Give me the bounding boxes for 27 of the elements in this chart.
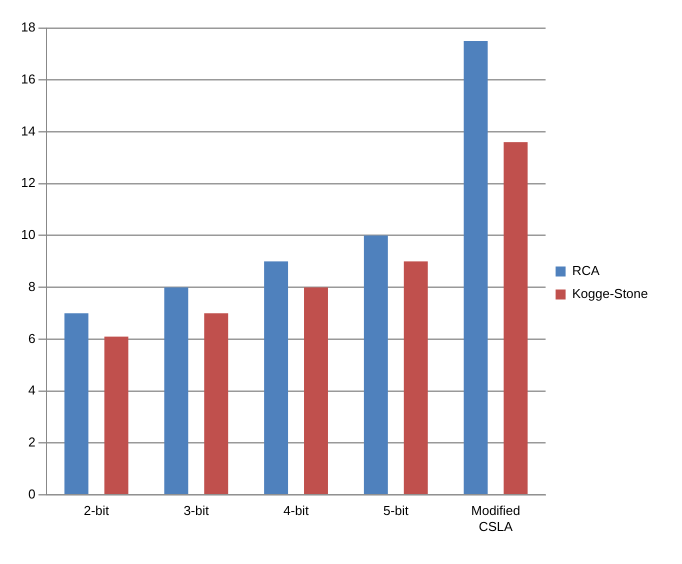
- y-tick-label: 6: [28, 330, 36, 346]
- bar: [204, 313, 228, 494]
- bar: [104, 336, 128, 494]
- bar: [64, 313, 88, 494]
- x-tick-label: Modified CSLA: [471, 503, 520, 534]
- y-tick-label: 12: [20, 175, 36, 190]
- legend-label: RCA: [572, 263, 600, 278]
- y-tick-label: 8: [28, 278, 36, 294]
- bar: [404, 261, 428, 494]
- x-tick-label: 3-bit: [184, 503, 210, 518]
- y-tick-label: 2: [28, 434, 36, 450]
- bar: [164, 287, 188, 494]
- y-tick-label: 0: [28, 486, 36, 502]
- bar: [364, 235, 388, 494]
- y-tick-label: 18: [20, 20, 36, 35]
- y-tick-label: 4: [28, 382, 36, 398]
- bar: [504, 142, 528, 494]
- x-tick-label: 2-bit: [84, 503, 110, 518]
- x-tick-label: 4-bit: [283, 503, 310, 518]
- x-tick-label: 5-bit: [383, 503, 409, 518]
- y-tick-label: 10: [20, 227, 36, 242]
- bar: [304, 287, 328, 494]
- y-tick-label: 14: [20, 123, 36, 138]
- legend-label: Kogge-Stone: [572, 286, 648, 302]
- bar: [264, 261, 288, 494]
- bar: [464, 40, 488, 494]
- y-tick-label: 16: [20, 71, 36, 86]
